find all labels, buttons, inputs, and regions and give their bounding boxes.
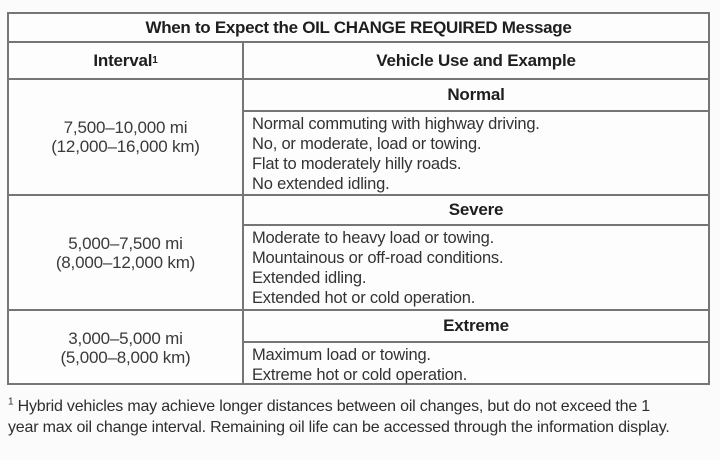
category-examples: Normal commuting with highway driving. N… [244,112,708,194]
category-header: Severe [244,196,708,226]
interval-km: (5,000–8,000 km) [60,348,191,367]
interval-cell: 3,000–5,000 mi (5,000–8,000 km) [9,311,244,385]
vehicle-use-cell: Extreme Maximum load or towing. Extreme … [244,311,708,385]
example-line: No, or moderate, load or towing. [252,135,482,153]
example-line: Maximum load or towing. [252,346,431,364]
column-header-vehicle-use: Vehicle Use and Example [376,50,576,70]
example-line: Mountainous or off-road conditions. [252,249,504,267]
footnote-marker: 1 [8,396,14,408]
interval-miles: 7,500–10,000 mi [63,118,188,137]
interval-cell: 5,000–7,500 mi (8,000–12,000 km) [9,196,244,309]
interval-header-label: Interval [93,50,153,70]
vehicle-use-cell: Normal Normal commuting with highway dri… [244,80,708,194]
table-title: When to Expect the OIL CHANGE REQUIRED M… [9,14,708,43]
table-header-row: Interval 1 Vehicle Use and Example [9,43,708,80]
example-line: Flat to moderately hilly roads. [252,155,462,173]
interval-km: (12,000–16,000 km) [51,137,200,156]
example-line: Extreme hot or cold operation. [252,366,468,384]
category-examples: Maximum load or towing. Extreme hot or c… [244,343,708,385]
table-row-normal: 7,500–10,000 mi (12,000–16,000 km) Norma… [9,80,708,196]
category-header: Extreme [244,311,708,343]
category-examples: Moderate to heavy load or towing. Mounta… [244,226,708,309]
example-line: Moderate to heavy load or towing. [252,229,494,247]
interval-miles: 3,000–5,000 mi [68,329,183,348]
vehicle-use-cell: Severe Moderate to heavy load or towing.… [244,196,708,309]
example-line: No extended idling. [252,175,390,193]
table-row-severe: 5,000–7,500 mi (8,000–12,000 km) Severe … [9,196,708,311]
footnote-text: Hybrid vehicles may achieve longer dista… [8,398,670,436]
interval-km: (8,000–12,000 km) [55,252,196,272]
category-header: Normal [244,80,708,112]
footnote: 1 Hybrid vehicles may achieve longer dis… [8,396,676,438]
column-header-interval: Interval 1 [9,43,244,78]
oil-change-table: When to Expect the OIL CHANGE REQUIRED M… [7,12,710,385]
example-line: Extended idling. [252,269,367,287]
table-row-extreme: 3,000–5,000 mi (5,000–8,000 km) Extreme … [9,311,708,385]
example-line: Extended hot or cold operation. [252,289,476,307]
example-line: Normal commuting with highway driving. [252,115,540,133]
interval-miles: 5,000–7,500 mi [68,233,183,253]
interval-cell: 7,500–10,000 mi (12,000–16,000 km) [9,80,244,194]
